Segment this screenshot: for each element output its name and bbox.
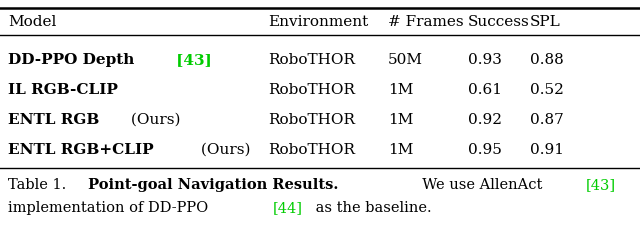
Text: 1M: 1M — [388, 113, 413, 127]
Text: implementation of DD-PPO: implementation of DD-PPO — [8, 201, 213, 215]
Text: 0.88: 0.88 — [530, 53, 564, 67]
Text: 1M: 1M — [388, 83, 413, 97]
Text: [43]: [43] — [586, 178, 616, 192]
Text: ENTL RGB+CLIP: ENTL RGB+CLIP — [8, 143, 154, 157]
Text: 0.87: 0.87 — [530, 113, 564, 127]
Text: RoboTHOR: RoboTHOR — [268, 143, 355, 157]
Text: [43]: [43] — [171, 53, 212, 67]
Text: 0.92: 0.92 — [468, 113, 502, 127]
Text: 0.93: 0.93 — [468, 53, 502, 67]
Text: 0.95: 0.95 — [468, 143, 502, 157]
Text: 0.52: 0.52 — [530, 83, 564, 97]
Text: RoboTHOR: RoboTHOR — [268, 113, 355, 127]
Text: (Ours): (Ours) — [196, 143, 250, 157]
Text: RoboTHOR: RoboTHOR — [268, 83, 355, 97]
Text: IL RGB-CLIP: IL RGB-CLIP — [8, 83, 118, 97]
Text: Point-goal Navigation Results.: Point-goal Navigation Results. — [83, 178, 339, 192]
Text: We use AllenAct: We use AllenAct — [413, 178, 547, 192]
Text: DD-PPO Depth: DD-PPO Depth — [8, 53, 134, 67]
Text: Model: Model — [8, 15, 56, 29]
Text: 0.91: 0.91 — [530, 143, 564, 157]
Text: Environment: Environment — [268, 15, 368, 29]
Text: Success: Success — [468, 15, 530, 29]
Text: 1M: 1M — [388, 143, 413, 157]
Text: ENTL RGB: ENTL RGB — [8, 113, 99, 127]
Text: Table 1.: Table 1. — [8, 178, 67, 192]
Text: 0.61: 0.61 — [468, 83, 502, 97]
Text: as the baseline.: as the baseline. — [311, 201, 432, 215]
Text: 50M: 50M — [388, 53, 423, 67]
Text: (Ours): (Ours) — [126, 113, 180, 127]
Text: SPL: SPL — [530, 15, 561, 29]
Text: RoboTHOR: RoboTHOR — [268, 53, 355, 67]
Text: # Frames: # Frames — [388, 15, 463, 29]
Text: [44]: [44] — [273, 201, 302, 215]
